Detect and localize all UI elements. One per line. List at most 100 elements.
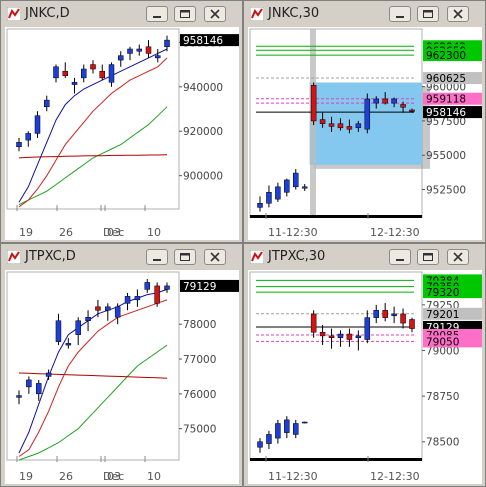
candle [373,310,379,318]
price-label-bg [180,34,239,47]
candle [355,335,362,338]
candle [65,343,72,346]
close-button[interactable] [447,6,469,22]
window-jtpxc-daily[interactable]: JTPXC,D 19 26 Dec 03 10 78000 77000 76000 75000 7… [0,243,243,487]
x-tick-label: 12-12:30 [370,226,420,239]
price-chart[interactable]: 11-12:3012-12:30792507900078750785007938… [248,270,482,484]
candle [301,186,308,189]
ma-flat-line [18,372,168,379]
window-jnkc-daily[interactable]: JNKC,D 1926Dec03109600009400009200009000… [0,0,243,243]
x-tick-label: 19 [19,470,33,483]
ma-mid-line [18,57,168,208]
candle [134,296,141,301]
x-tick-label: 26 [59,226,73,239]
level-label: 960625 [426,73,466,85]
close-button[interactable] [204,6,226,22]
candle [164,39,170,48]
y-tick-label: 75000 [183,424,216,436]
level-label: 79050 [426,336,459,348]
ma-fast-line [18,48,168,203]
candle [400,313,406,324]
y-tick-label: 955000 [426,150,466,162]
candle [310,85,317,122]
x-tick-label: 03 [107,226,121,239]
candle [26,379,32,388]
candle [337,123,344,129]
price-chart[interactable]: 1926Dec031096000094000092000090000095814… [5,27,239,240]
candle [45,372,52,377]
level-label-bg [423,72,482,85]
level-label: 79320 [426,287,459,299]
candle [81,68,87,79]
candle [118,55,124,61]
chart-icon [7,250,21,264]
candle [337,333,344,338]
y-tick-label: 77000 [183,354,216,366]
minimize-button[interactable] [146,6,168,22]
candle [62,70,68,76]
y-tick-label: 920000 [183,126,223,138]
window-jnkc-30[interactable]: JNKC,30 11-12:30 12-12:30 960000 957500 9550… [243,0,486,243]
session-divider [310,29,316,217]
candle [99,70,105,79]
candle [55,320,62,342]
candle [136,48,142,52]
titlebar[interactable]: JNKC,30 [246,3,483,25]
price-label: 958146 [183,35,223,47]
time-axis-bar [250,458,422,461]
candle [391,313,397,317]
chart-icon [7,7,21,21]
window-title: JTPXC,30 [268,249,326,264]
candle [400,104,406,108]
candle [382,310,388,318]
candle [16,395,22,398]
titlebar[interactable]: JTPXC,D [3,246,240,268]
chart-icon [250,250,264,264]
candle [127,48,133,54]
candle [35,383,42,395]
titlebar[interactable]: JNKC,D [3,3,240,25]
level-label-bg [423,92,482,105]
maximize-button[interactable] [174,249,196,265]
level-label-bg [423,335,482,348]
candle [391,98,397,104]
maximize-button[interactable] [417,249,439,265]
y-tick-label: 952500 [426,185,466,197]
level-label-bg [423,307,482,320]
candle [284,419,290,433]
candle [355,123,362,129]
window-title: JNKC,30 [268,6,320,21]
minimize-button[interactable] [389,249,411,265]
candle [364,98,371,130]
minimize-button[interactable] [389,6,411,22]
candle [409,109,415,112]
maximize-button[interactable] [174,6,196,22]
candle [75,320,81,335]
candle [16,142,22,148]
close-button[interactable] [447,249,469,265]
maximize-button[interactable] [417,6,439,22]
price-chart[interactable]: 11-12:30 12-12:30 960000 957500 955000 952500… [248,27,482,240]
x-tick-label: 10 [147,470,161,483]
candle [71,82,78,85]
candle [108,64,115,83]
close-button[interactable] [204,249,226,265]
candle [124,296,131,304]
candle [85,317,91,321]
candle [328,123,335,127]
y-tick-label: 78500 [426,437,459,449]
time-axis-bar [250,215,422,218]
candle [310,313,317,333]
titlebar[interactable]: JTPXC,30 [246,246,483,268]
candle [44,99,50,108]
candle [301,421,308,424]
x-tick-label: 19 [19,226,33,239]
candle [346,126,353,130]
window-jtpxc-30[interactable]: JTPXC,30 11-12:30 12-12:30 79250 79000 78750… [243,243,486,487]
y-tick-label: 78750 [426,391,459,403]
chart-icon [250,7,264,21]
minimize-button[interactable] [146,249,168,265]
y-tick-label: 960000 [426,82,466,94]
candle [382,98,388,104]
